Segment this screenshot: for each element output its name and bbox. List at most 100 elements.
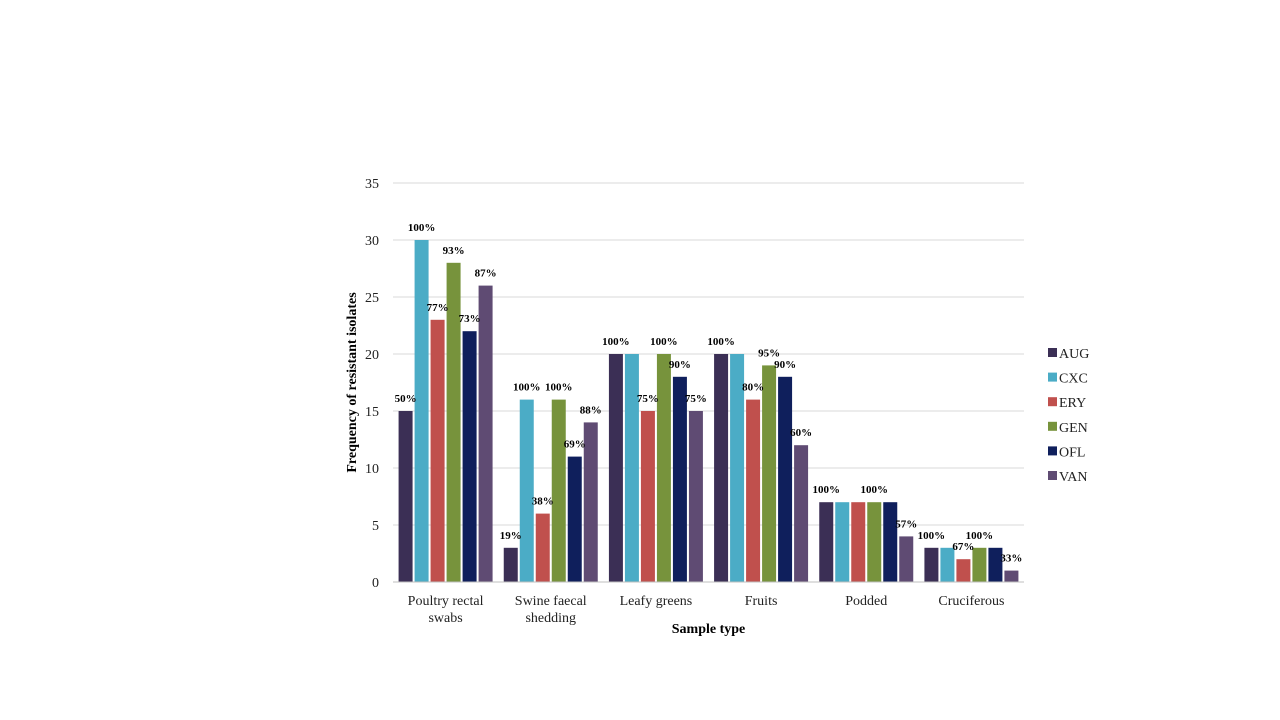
bar-ofl — [988, 547, 1003, 582]
bar-cxc — [730, 354, 745, 582]
data-labels: 50% 19% 100% 100% 100% 100% 100% 100% 77% 38% 75% 8… — [395, 222, 1023, 565]
bar-aug — [503, 547, 518, 582]
legend-swatch-ery — [1048, 397, 1057, 407]
bar-aug — [819, 502, 834, 582]
bar-cxc — [940, 547, 955, 582]
data-label: 100% — [861, 484, 889, 496]
y-axis-ticks: 0 5 10 15 20 25 30 35 — [365, 177, 379, 591]
data-label: 73% — [459, 313, 481, 325]
x-category-label: swabs — [428, 611, 462, 626]
bar-ery — [851, 502, 866, 582]
legend-label: GEN — [1059, 421, 1088, 436]
data-label: 100% — [408, 222, 436, 234]
data-label: 100% — [707, 336, 735, 348]
bar-van — [583, 422, 598, 582]
bar-van — [688, 411, 703, 582]
x-category-label: Swine faecal — [515, 594, 587, 609]
data-label: 75% — [685, 393, 707, 405]
data-label: 88% — [580, 404, 602, 416]
y-tick-label: 5 — [372, 519, 379, 534]
bar-ofl — [567, 456, 582, 582]
legend-swatch-cxc — [1048, 372, 1057, 382]
bar-ery — [956, 559, 971, 582]
data-label: 100% — [966, 530, 994, 542]
legend-label: OFL — [1059, 445, 1085, 460]
bar-gen — [656, 354, 671, 582]
data-label: 67% — [952, 541, 974, 553]
data-label: 57% — [895, 518, 917, 530]
bar-van — [794, 445, 809, 582]
data-label: 69% — [564, 439, 586, 451]
y-tick-label: 15 — [365, 405, 379, 420]
bar-cxc — [414, 240, 429, 582]
x-category-label: Fruits — [745, 594, 778, 609]
bars — [398, 240, 1019, 582]
bar-ofl — [778, 376, 793, 582]
bar-ofl — [672, 376, 687, 582]
bar-gen — [867, 502, 882, 582]
data-label: 95% — [758, 347, 780, 359]
data-label: 93% — [443, 245, 465, 257]
bar-gen — [762, 365, 777, 582]
legend-label: VAN — [1059, 470, 1088, 485]
bar-cxc — [624, 354, 639, 582]
bar-van — [478, 285, 493, 582]
bar-ery — [746, 399, 761, 582]
bar-ofl — [462, 331, 477, 582]
x-axis-title: Sample type — [672, 622, 746, 637]
x-category-label: Leafy greens — [620, 594, 693, 609]
data-label: 100% — [813, 484, 841, 496]
legend-label: CXC — [1059, 372, 1088, 387]
y-tick-label: 30 — [365, 234, 379, 249]
bar-aug — [714, 354, 729, 582]
data-label: 77% — [427, 302, 449, 314]
x-category-label: Poultry rectal — [408, 594, 484, 609]
bar-ofl — [883, 502, 898, 582]
data-label: 90% — [774, 359, 796, 371]
y-tick-label: 25 — [365, 291, 379, 306]
bar-cxc — [519, 399, 534, 582]
data-label: 100% — [650, 336, 678, 348]
data-label: 33% — [1000, 553, 1022, 565]
y-tick-label: 0 — [372, 576, 379, 591]
x-category-label: Cruciferous — [938, 594, 1004, 609]
data-label: 90% — [669, 359, 691, 371]
bar-van — [899, 536, 914, 582]
data-label: 80% — [742, 382, 764, 394]
y-tick-label: 20 — [365, 348, 379, 363]
legend-swatch-ofl — [1048, 446, 1057, 456]
bar-gen — [551, 399, 566, 582]
y-tick-label: 10 — [365, 462, 379, 477]
bar-gen — [446, 262, 461, 582]
data-label: 38% — [532, 496, 554, 508]
bar-van — [1004, 570, 1019, 582]
y-tick-label: 35 — [365, 177, 379, 192]
legend-swatch-van — [1048, 471, 1057, 480]
bar-aug — [608, 354, 623, 582]
data-label: 100% — [513, 382, 541, 394]
bar-cxc — [835, 502, 850, 582]
grid-lines — [393, 182, 1024, 526]
data-label: 87% — [475, 268, 497, 280]
bar-gen — [972, 547, 987, 582]
y-axis-title: Frequency of resistant isolates — [345, 292, 360, 473]
bar-ery — [640, 411, 655, 582]
legend-label: AUG — [1059, 347, 1089, 362]
bar-aug — [398, 411, 413, 582]
data-label: 60% — [790, 427, 812, 439]
x-category-label: shedding — [525, 611, 576, 626]
x-category-label: Podded — [845, 594, 887, 609]
legend-label: ERY — [1059, 396, 1086, 411]
x-axis-categories: Poultry rectal swabs Swine faecal shedding L… — [408, 594, 1005, 626]
legend-swatch-gen — [1048, 421, 1057, 431]
legend-swatch-aug — [1048, 348, 1057, 357]
data-label: 100% — [602, 336, 630, 348]
bar-aug — [924, 547, 939, 582]
legend: AUG CXC ERY GEN OFL VAN — [1048, 347, 1089, 485]
data-label: 100% — [545, 382, 573, 394]
data-label: 50% — [395, 393, 417, 405]
bar-ery — [535, 513, 550, 582]
data-label: 75% — [637, 393, 659, 405]
bar-ery — [430, 319, 445, 582]
